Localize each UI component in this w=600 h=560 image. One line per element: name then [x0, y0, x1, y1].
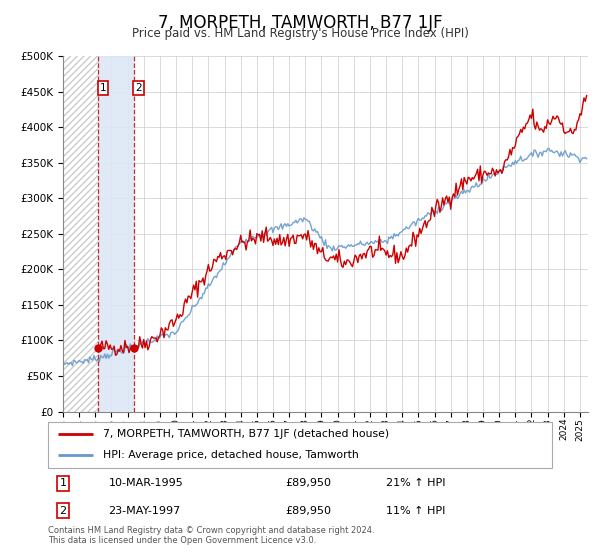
Text: Contains HM Land Registry data © Crown copyright and database right 2024.: Contains HM Land Registry data © Crown c…	[48, 526, 374, 535]
Text: 2: 2	[59, 506, 67, 516]
Bar	[63, 56, 98, 412]
Text: 21% ↑ HPI: 21% ↑ HPI	[386, 478, 445, 488]
Text: 10-MAR-1995: 10-MAR-1995	[109, 478, 183, 488]
Text: Price paid vs. HM Land Registry's House Price Index (HPI): Price paid vs. HM Land Registry's House …	[131, 27, 469, 40]
Text: 7, MORPETH, TAMWORTH, B77 1JF (detached house): 7, MORPETH, TAMWORTH, B77 1JF (detached …	[103, 429, 389, 439]
Text: 1: 1	[100, 83, 106, 93]
FancyBboxPatch shape	[48, 422, 552, 468]
Text: 1: 1	[59, 478, 67, 488]
Text: HPI: Average price, detached house, Tamworth: HPI: Average price, detached house, Tamw…	[103, 450, 359, 460]
Text: £89,950: £89,950	[285, 478, 331, 488]
Text: £89,950: £89,950	[285, 506, 331, 516]
Text: 23-MAY-1997: 23-MAY-1997	[109, 506, 181, 516]
Text: 2: 2	[135, 83, 142, 93]
Text: 11% ↑ HPI: 11% ↑ HPI	[386, 506, 445, 516]
Text: 7, MORPETH, TAMWORTH, B77 1JF: 7, MORPETH, TAMWORTH, B77 1JF	[158, 14, 442, 32]
Text: This data is licensed under the Open Government Licence v3.0.: This data is licensed under the Open Gov…	[48, 536, 316, 545]
Bar	[98, 56, 134, 412]
